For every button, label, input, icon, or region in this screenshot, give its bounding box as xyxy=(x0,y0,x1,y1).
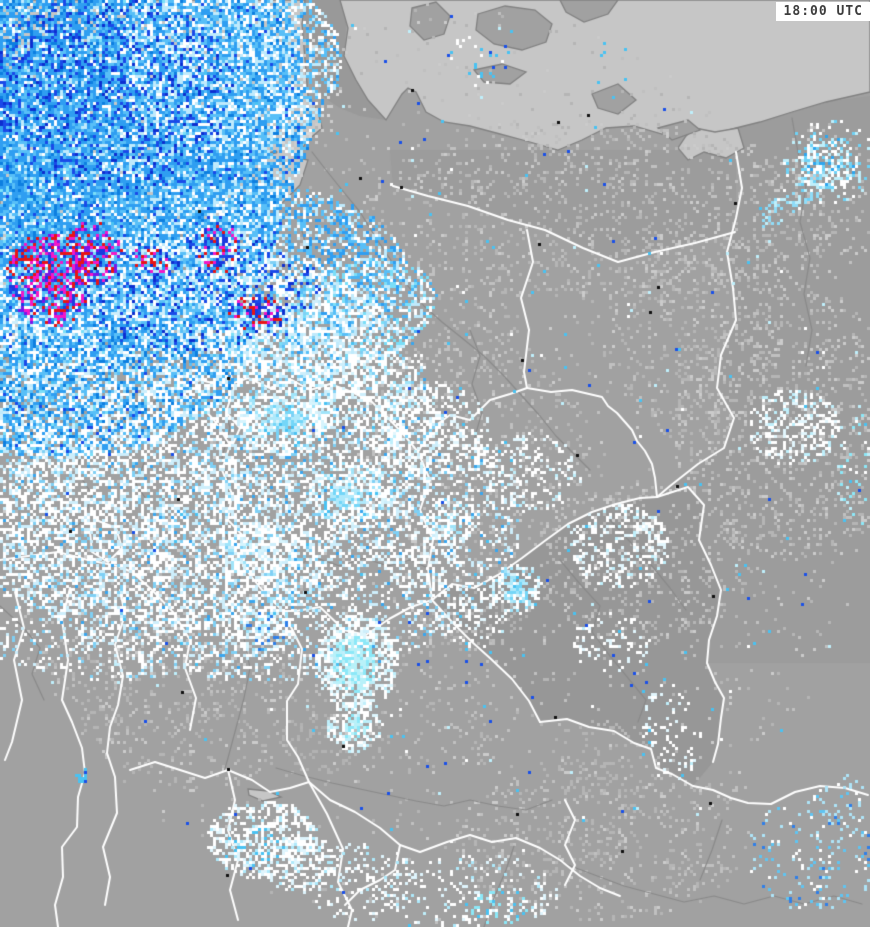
timestamp-badge: 18:00 UTC xyxy=(775,2,870,21)
timestamp-label: 18:00 UTC xyxy=(783,4,863,19)
